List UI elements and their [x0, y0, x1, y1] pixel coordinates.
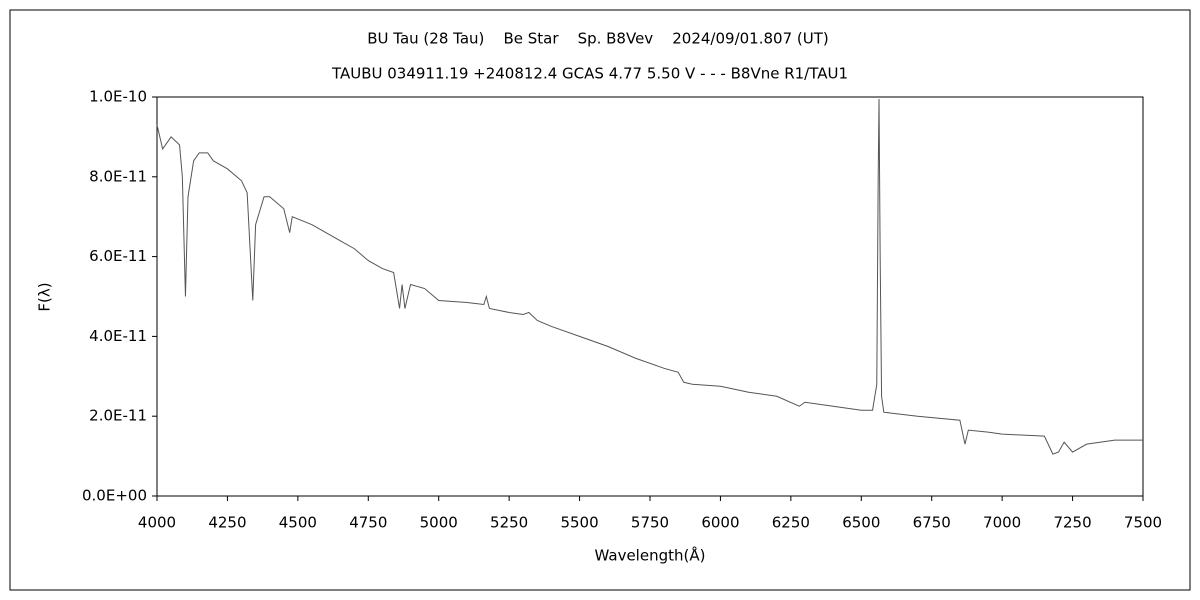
- x-axis-label: Wavelength(Å): [595, 546, 706, 565]
- x-tick-label: 4000: [138, 514, 176, 532]
- x-tick-label: 4500: [279, 514, 317, 532]
- y-tick-label: 4.0E-11: [89, 327, 147, 345]
- y-tick-label: 8.0E-11: [89, 167, 147, 185]
- x-tick-label: 6500: [842, 514, 880, 532]
- outer-frame: [9, 9, 1191, 591]
- spectrum-line: [156, 98, 1143, 455]
- x-tick-label: 4250: [208, 514, 246, 532]
- chart-subtitle: TAUBU 034911.19 +240812.4 GCAS 4.77 5.50…: [331, 65, 848, 83]
- x-tick-label: 7000: [983, 514, 1021, 532]
- y-axis-label: F(λ): [36, 282, 54, 311]
- chart-title: BU Tau (28 Tau) Be Star Sp. B8Vev 2024/0…: [367, 30, 828, 48]
- x-tick-label: 4750: [349, 514, 387, 532]
- x-tick-label: 6000: [701, 514, 739, 532]
- x-tick-label: 6250: [772, 514, 810, 532]
- y-tick-label: 2.0E-11: [89, 407, 147, 425]
- x-tick-label: 5000: [420, 514, 458, 532]
- x-tick-label: 5250: [490, 514, 528, 532]
- x-tick-label: 7250: [1053, 514, 1091, 532]
- y-tick-label: 0.0E+00: [82, 487, 147, 505]
- y-tick-label: 1.0E-10: [89, 88, 147, 106]
- x-tick-label: 7500: [1124, 514, 1162, 532]
- y-tick-label: 6.0E-11: [89, 247, 147, 265]
- x-tick-label: 5500: [560, 514, 598, 532]
- x-tick-label: 6750: [913, 514, 951, 532]
- x-tick-label: 5750: [631, 514, 669, 532]
